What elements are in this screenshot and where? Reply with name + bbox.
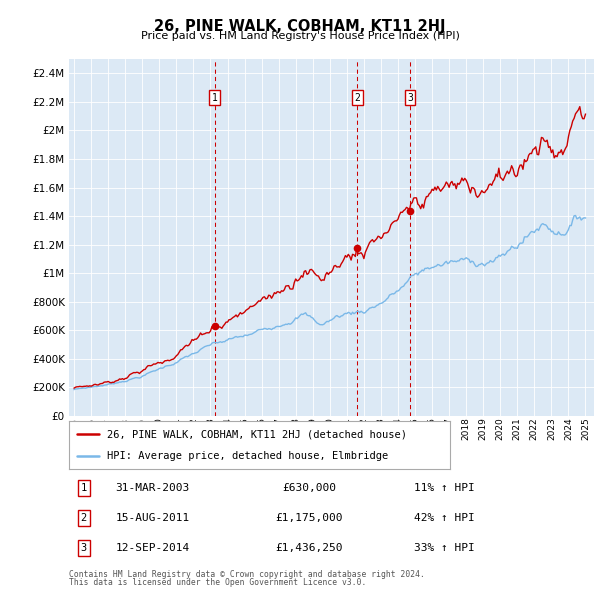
Text: This data is licensed under the Open Government Licence v3.0.: This data is licensed under the Open Gov… — [69, 578, 367, 587]
Text: 1: 1 — [212, 93, 218, 103]
Text: £630,000: £630,000 — [282, 483, 336, 493]
Text: 26, PINE WALK, COBHAM, KT11 2HJ: 26, PINE WALK, COBHAM, KT11 2HJ — [154, 19, 446, 34]
Text: 2: 2 — [80, 513, 87, 523]
Text: Contains HM Land Registry data © Crown copyright and database right 2024.: Contains HM Land Registry data © Crown c… — [69, 571, 425, 579]
Text: 3: 3 — [80, 543, 87, 553]
Text: 2: 2 — [355, 93, 361, 103]
Text: £1,436,250: £1,436,250 — [275, 543, 343, 553]
Text: 33% ↑ HPI: 33% ↑ HPI — [415, 543, 475, 553]
Text: 1: 1 — [80, 483, 87, 493]
Text: 3: 3 — [407, 93, 413, 103]
Text: £1,175,000: £1,175,000 — [275, 513, 343, 523]
Text: 42% ↑ HPI: 42% ↑ HPI — [415, 513, 475, 523]
Text: 12-SEP-2014: 12-SEP-2014 — [115, 543, 190, 553]
Text: Price paid vs. HM Land Registry's House Price Index (HPI): Price paid vs. HM Land Registry's House … — [140, 31, 460, 41]
Text: 26, PINE WALK, COBHAM, KT11 2HJ (detached house): 26, PINE WALK, COBHAM, KT11 2HJ (detache… — [107, 429, 407, 439]
Text: 31-MAR-2003: 31-MAR-2003 — [115, 483, 190, 493]
Text: 15-AUG-2011: 15-AUG-2011 — [115, 513, 190, 523]
Text: HPI: Average price, detached house, Elmbridge: HPI: Average price, detached house, Elmb… — [107, 451, 388, 461]
Text: 11% ↑ HPI: 11% ↑ HPI — [415, 483, 475, 493]
